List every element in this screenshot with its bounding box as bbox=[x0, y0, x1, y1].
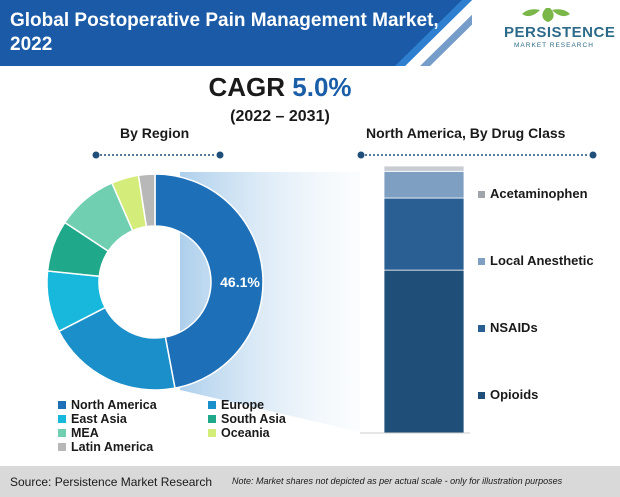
bar-label-acetaminophen: Acetaminophen bbox=[490, 186, 588, 201]
legend-item: North America bbox=[58, 398, 157, 412]
bar-segment-nsaids bbox=[383, 197, 465, 271]
legend-label: Latin America bbox=[71, 440, 154, 454]
logo-subtext: MARKET RESEARCH bbox=[514, 42, 594, 49]
drug-class-chart-title: North America, By Drug Class bbox=[366, 125, 566, 141]
legend-swatch bbox=[58, 414, 66, 423]
legend-swatch bbox=[208, 414, 216, 423]
legend-item: Oceania bbox=[208, 426, 270, 440]
bar-legend-swatch bbox=[478, 325, 485, 332]
legend-swatch bbox=[58, 400, 66, 409]
bar-segment-opioids bbox=[383, 269, 465, 434]
legend-label: North America bbox=[71, 398, 157, 412]
legend-item: Latin America bbox=[58, 440, 153, 454]
bar-label-nsaids: NSAIDs bbox=[490, 320, 538, 335]
bar-legend-swatch bbox=[478, 191, 485, 198]
footer-note: Note: Market shares not depicted as per … bbox=[232, 476, 563, 486]
region-donut-chart: 46.1% bbox=[46, 172, 360, 432]
legend-item: South Asia bbox=[208, 412, 286, 426]
legend-swatch bbox=[208, 428, 216, 437]
logo-wordmark: PERSISTENCE bbox=[504, 24, 616, 41]
cagr-heading: CAGR 5.0% bbox=[0, 72, 560, 103]
legend-label: South Asia bbox=[221, 412, 286, 426]
legend-swatch bbox=[208, 400, 216, 409]
legend-swatch bbox=[58, 442, 66, 451]
source-text: Source: Persistence Market Research bbox=[10, 475, 213, 489]
region-divider bbox=[92, 151, 224, 159]
chart-title: Global Postoperative Pain Management Mar… bbox=[10, 10, 439, 55]
legend-item: Europe bbox=[208, 398, 264, 412]
bar-label-opioids: Opioids bbox=[490, 387, 538, 402]
header-banner bbox=[0, 0, 472, 66]
legend-label: Europe bbox=[221, 398, 265, 412]
region-chart-title: By Region bbox=[120, 125, 190, 141]
cagr-label: CAGR bbox=[208, 72, 286, 102]
cagr-period: (2022 – 2031) bbox=[230, 108, 330, 125]
cagr-value: 5.0% bbox=[292, 72, 352, 102]
bar-segment-local-anesthetic bbox=[383, 170, 465, 199]
legend-label: MEA bbox=[71, 426, 99, 440]
donut-slice-latin-america bbox=[137, 173, 156, 228]
legend-item: MEA bbox=[58, 426, 99, 440]
legend-swatch bbox=[58, 428, 66, 437]
footer-bar bbox=[0, 466, 620, 497]
bar-segment-acetaminophen bbox=[383, 165, 465, 172]
legend-label: Oceania bbox=[221, 426, 270, 440]
legend-item: East Asia bbox=[58, 412, 127, 426]
bar-legend-swatch bbox=[478, 392, 485, 399]
persistence-logo-icon bbox=[522, 8, 570, 22]
donut-center-label: 46.1% bbox=[220, 274, 260, 290]
bar-legend-swatch bbox=[478, 258, 485, 265]
drug-class-divider bbox=[357, 151, 597, 159]
drug-class-stacked-bar: Opioids NSAIDs Local Anesthetic Acetaminoph… bbox=[360, 165, 594, 434]
donut-slice-north-america bbox=[154, 173, 264, 390]
bar-label-local-anesthetic: Local Anesthetic bbox=[490, 253, 594, 268]
legend-label: East Asia bbox=[71, 412, 127, 426]
